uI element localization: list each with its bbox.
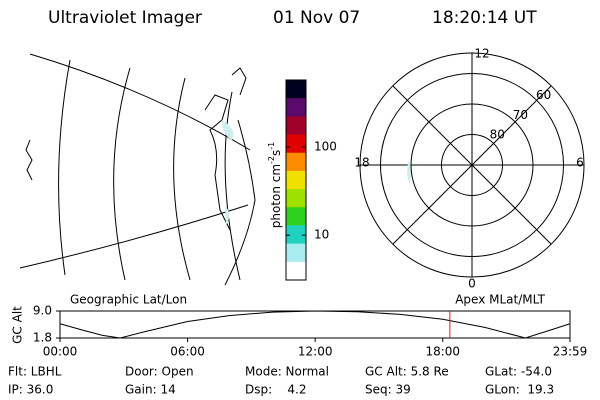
label-part: photon cm [269, 164, 283, 228]
tick-label: 100 [314, 139, 337, 153]
color-step [286, 225, 306, 245]
label-sup: -1 [267, 142, 276, 150]
date: 01 Nov 07 [273, 8, 360, 28]
left-label: Geographic Lat/Lon [70, 293, 187, 307]
status-field: GLon: 19.3 [485, 383, 554, 397]
map-lat-line [29, 53, 251, 151]
color-step [286, 261, 306, 281]
color-step [286, 98, 306, 117]
label-part: s [269, 150, 283, 156]
colorbar: photon cm-2s-1 10 100 [267, 79, 337, 281]
mlt-line [392, 85, 552, 245]
lat-label: 60 [536, 88, 551, 102]
color-step [286, 170, 306, 190]
label-sup: -2 [267, 156, 276, 164]
lat-label: 80 [490, 128, 505, 142]
lat-label: 70 [513, 108, 528, 122]
map-edge [224, 119, 256, 286]
mlt-label: 12 [474, 47, 489, 61]
color-step [286, 189, 306, 208]
orbit-plot: Geographic Lat/Lon Apex MLat/MLT GC Alt … [11, 293, 588, 359]
y-axis-label: GC Alt [11, 306, 25, 344]
x-tick-label: 00:00 [43, 345, 78, 359]
aurora-emission [222, 120, 234, 225]
x-tick-label: 06:00 [170, 345, 205, 359]
color-step [286, 134, 306, 154]
footer: Flt: LBHL Door: Open Mode: Normal GC Alt: 5… [8, 365, 554, 397]
color-step [286, 152, 306, 172]
status-field: Flt: LBHL [8, 365, 62, 379]
map-lat-line [19, 204, 249, 269]
colorbar-frame [285, 79, 307, 281]
mlt-label: 6 [576, 156, 584, 170]
y-tick-label: 9.0 [33, 304, 52, 318]
status-field: Door: Open [125, 365, 194, 379]
tick-label: 10 [314, 228, 329, 242]
status-field: GLat: -54.0 [485, 365, 552, 379]
status-field: Gain: 14 [125, 383, 176, 397]
coastline [204, 94, 231, 231]
map-lon-line [173, 77, 191, 281]
geo-map [19, 53, 256, 286]
y-tick-label: 1.8 [33, 331, 52, 345]
status-field: IP: 36.0 [8, 383, 53, 397]
x-tick-label: 18:00 [425, 345, 460, 359]
map-lon-line [58, 59, 71, 276]
map-lon-line [224, 91, 241, 281]
right-label: Apex MLat/MLT [455, 293, 545, 307]
x-tick-label: 23:59 [553, 345, 588, 359]
lat-ring [441, 134, 503, 196]
color-step [286, 207, 306, 226]
status-field: Dsp: 4.2 [245, 383, 307, 397]
coastline [231, 67, 247, 96]
time: 18:20:14 UT [432, 8, 537, 28]
status-field: Seq: 39 [365, 383, 411, 397]
status-field: Mode: Normal [245, 365, 329, 379]
x-tick-label: 12:00 [298, 345, 333, 359]
color-step [286, 116, 306, 136]
status-field: GC Alt: 5.8 Re [365, 365, 449, 379]
color-step [286, 243, 306, 263]
title: Ultraviolet Imager [48, 8, 202, 28]
altitude-line [59, 310, 571, 339]
coastline [25, 139, 33, 181]
color-step [286, 80, 306, 99]
colorbar-label: photon cm-2s-1 [267, 142, 283, 229]
mlt-label: 18 [354, 156, 369, 170]
lat-ring [380, 73, 564, 257]
map-lon-line [113, 67, 131, 281]
lat-ring [410, 103, 534, 227]
mlt-label: 0 [468, 277, 476, 291]
